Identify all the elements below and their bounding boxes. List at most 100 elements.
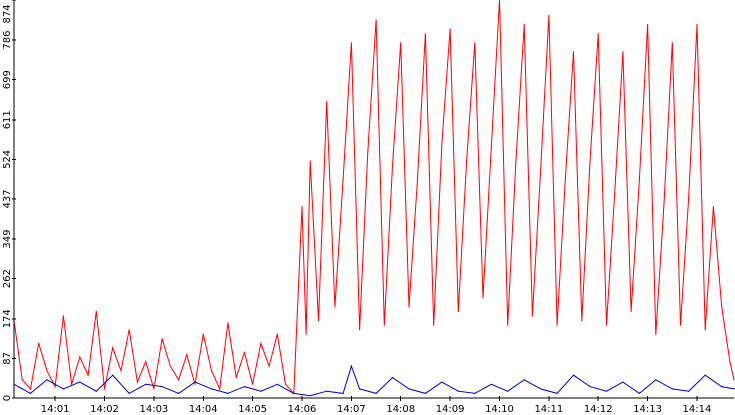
series-0-point xyxy=(647,24,649,26)
y-tick-label: 0 xyxy=(2,395,13,401)
series-1-point xyxy=(490,383,492,385)
series-1-point xyxy=(556,392,558,394)
series-0-point xyxy=(359,329,361,331)
series-0-point xyxy=(29,388,32,390)
series-0-point xyxy=(334,306,336,308)
series-0-point xyxy=(474,42,476,44)
series-1-point xyxy=(638,392,641,394)
x-tick-label: 14:04 xyxy=(189,404,218,415)
series-1-point xyxy=(375,392,377,394)
series-0-point xyxy=(219,388,221,390)
series-0-point xyxy=(449,28,451,30)
x-tick-label: 14:09 xyxy=(436,404,465,415)
series-0-point xyxy=(202,333,204,335)
series-0-point xyxy=(268,365,270,367)
series-0-point xyxy=(342,178,344,180)
series-1-point xyxy=(243,386,245,388)
series-1-point xyxy=(572,374,575,376)
x-tick-label: 14:08 xyxy=(386,404,415,415)
series-0-point xyxy=(589,160,591,162)
series-0-point xyxy=(733,379,735,381)
series-0-point xyxy=(630,310,632,313)
x-tick-label: 14:03 xyxy=(139,404,168,415)
series-1-point xyxy=(29,392,32,394)
series-1-point xyxy=(622,381,624,383)
y-tick-label: 437 xyxy=(2,189,13,208)
series-0-point xyxy=(54,386,56,388)
series-0-point xyxy=(391,165,394,167)
y-tick-label: 174 xyxy=(2,309,13,328)
series-0-point xyxy=(309,160,311,162)
series-0-point xyxy=(556,324,558,326)
series-0-point xyxy=(457,310,459,313)
series-1-point xyxy=(309,395,311,397)
series-0-point xyxy=(128,329,130,331)
series-0-point xyxy=(614,192,616,194)
x-tick-label: 14:06 xyxy=(288,404,317,415)
series-0-point xyxy=(688,197,690,199)
series-0-point xyxy=(679,324,682,326)
series-0-point xyxy=(103,388,106,390)
series-0-point xyxy=(498,0,501,1)
series-0-point xyxy=(375,19,377,21)
series-0-point xyxy=(317,320,320,322)
series-0-point xyxy=(663,201,665,203)
series-0-point xyxy=(564,178,566,180)
series-0-point xyxy=(466,160,468,162)
y-axis: 0 87 174 262 349 437 524 611 699 786 874 xyxy=(2,0,16,401)
series-0-point xyxy=(383,324,385,326)
y-tick-label: 874 xyxy=(2,4,13,23)
series-1-point xyxy=(605,390,608,392)
x-tick-label: 14:05 xyxy=(238,404,267,415)
series-0-point xyxy=(326,101,328,103)
series-1-point xyxy=(359,388,361,390)
series-1-point xyxy=(655,379,657,381)
series-0-point xyxy=(235,376,237,379)
series-0-point xyxy=(350,42,352,44)
x-tick-label: 14:11 xyxy=(534,404,563,415)
series-0-point xyxy=(260,342,262,344)
series-1-point xyxy=(350,365,352,367)
series-0-point xyxy=(62,315,64,317)
series-1-point xyxy=(507,390,509,392)
series-1-point xyxy=(704,374,706,376)
series-0-point xyxy=(696,24,698,26)
series-0-point xyxy=(507,324,509,326)
series-1-point xyxy=(733,388,735,390)
series-1-point xyxy=(210,388,213,390)
x-tick-label: 14:01 xyxy=(41,404,70,415)
series-0-point xyxy=(729,361,731,363)
series-0-point xyxy=(161,338,163,340)
series-1-point xyxy=(293,392,295,394)
series-0-point xyxy=(515,160,517,162)
series-line-1 xyxy=(13,364,735,397)
series-1-point xyxy=(145,383,147,385)
series-0-point xyxy=(482,297,484,299)
y-tick-label: 786 xyxy=(2,31,13,50)
series-0-point xyxy=(21,379,23,381)
y-tick-label: 349 xyxy=(2,230,13,249)
series-0-point xyxy=(367,151,369,153)
series-1-point xyxy=(342,392,344,394)
series-0-point xyxy=(305,333,307,335)
series-0-point xyxy=(424,33,426,35)
series-1-point xyxy=(424,392,426,394)
series-0-point xyxy=(408,306,410,308)
x-tick-label: 14:12 xyxy=(584,404,613,415)
y-tick-label: 699 xyxy=(2,70,13,89)
series-1-point xyxy=(326,390,328,392)
series-1-point xyxy=(62,388,64,390)
series-1-point xyxy=(523,379,525,381)
x-tick-label: 14:07 xyxy=(337,404,366,415)
series-1-point xyxy=(721,386,723,388)
series-0-point xyxy=(38,342,40,344)
series-0-point xyxy=(540,169,542,171)
series-0-point xyxy=(638,178,641,180)
series-1-point xyxy=(391,376,394,379)
series-1-point xyxy=(79,381,81,383)
series-0-point xyxy=(605,324,608,326)
series-1-point xyxy=(161,386,163,388)
series-1-point xyxy=(457,390,459,392)
x-tick-label: 14:14 xyxy=(683,404,712,415)
series-1-point xyxy=(194,381,196,383)
